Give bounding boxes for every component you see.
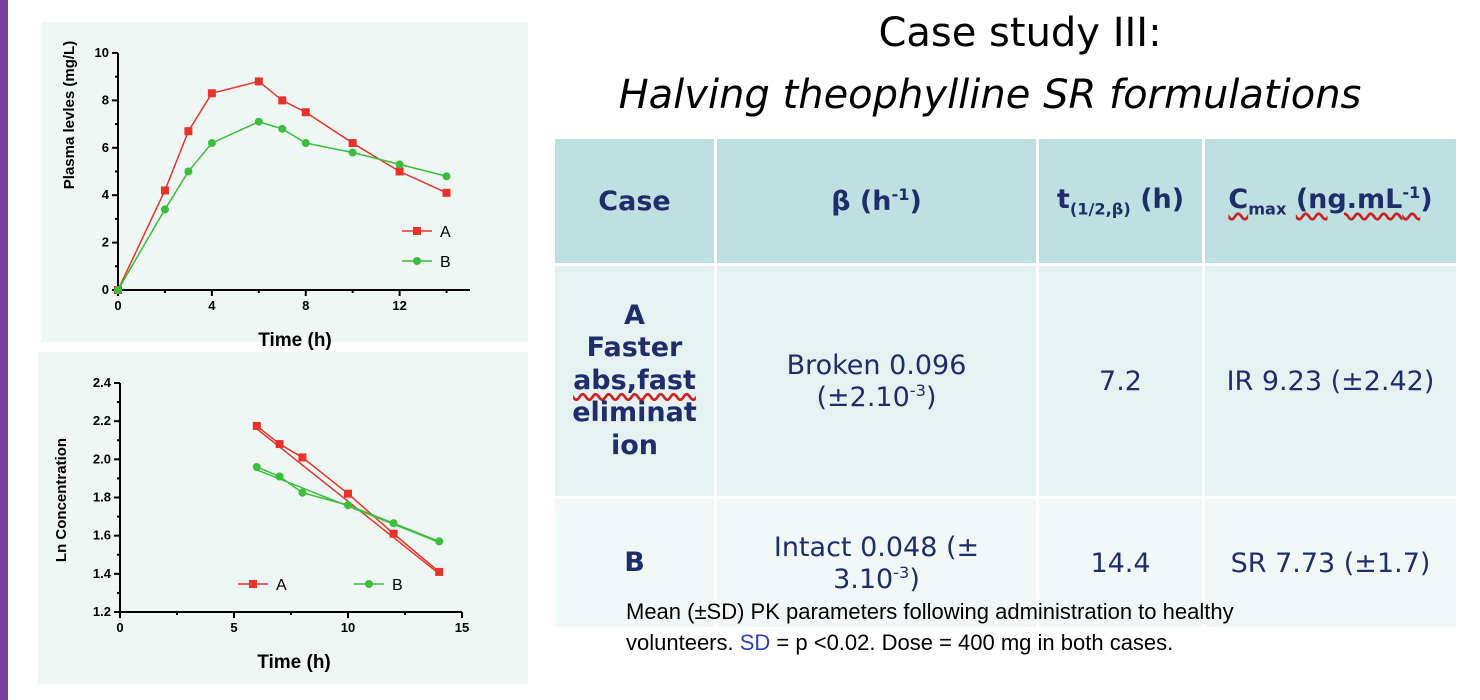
footnote: Mean (±SD) PK parameters following admin… xyxy=(626,599,1234,655)
series-b-point xyxy=(275,472,284,481)
chart2-y-tick-label: 1.2 xyxy=(93,604,111,619)
series-b-point xyxy=(298,488,307,497)
series-a-point xyxy=(301,108,310,117)
table-header-row: Case β (h-1) t(1/2,β) (h) Cmax (ng.mL-1) xyxy=(552,136,1459,266)
chart2-y-tick-label: 1.4 xyxy=(93,566,112,581)
series-b-point xyxy=(389,519,398,528)
chart2-x-tick-label: 5 xyxy=(230,620,237,635)
series-b-line xyxy=(117,120,447,291)
legend-b-label: B xyxy=(392,577,403,594)
chart1-y-tick-label: 10 xyxy=(95,45,109,60)
legend-a-marker xyxy=(413,227,421,235)
chart2-x-tick-label: 10 xyxy=(341,620,355,635)
accent-bar xyxy=(0,0,8,700)
chart2-y-tick-label: 2.4 xyxy=(93,375,112,390)
series-a-point xyxy=(348,139,357,148)
beta-a-cell: Broken 0.096 (±2.10-3) xyxy=(714,263,1039,499)
chart2-xlabel: Time (h) xyxy=(257,652,331,673)
series-a-line xyxy=(256,425,440,573)
series-a-point xyxy=(344,489,352,498)
case-a-cell: A Faster abs,fast eliminat ion xyxy=(552,263,717,499)
chart1-y-tick-label: 4 xyxy=(102,187,110,202)
ln-concentration-chart-panel: Ln Concentration Time (h) 1.2 1.4 1.6 1.8 2.… xyxy=(38,352,528,684)
series-a-point xyxy=(389,529,398,538)
series-b-point xyxy=(278,124,287,133)
header-beta: β (h-1) xyxy=(714,136,1039,266)
series-b-point xyxy=(114,286,122,294)
chart1-x-tick-label: 4 xyxy=(208,298,216,313)
ln-concentration-chart: Ln Concentration Time (h) 1.2 1.4 1.6 1.8 2.… xyxy=(53,375,469,673)
header-cmax: Cmax (ng.mL-1) xyxy=(1202,136,1459,266)
header-half-life: t(1/2,β) (h) xyxy=(1036,136,1205,266)
series-a-point xyxy=(160,186,169,195)
chart1-y-tick-label: 0 xyxy=(102,282,109,297)
chart1-xlabel: Time (h) xyxy=(258,330,332,351)
chart1-x-tick-label: 8 xyxy=(302,298,309,313)
chart2-x-tick-label: 0 xyxy=(116,620,123,635)
legend-a-label: A xyxy=(440,224,451,241)
thalf-a-cell: 7.2 xyxy=(1036,263,1205,499)
series-a-point xyxy=(442,188,451,197)
series-b-point xyxy=(160,205,169,214)
legend-b-marker xyxy=(365,580,373,588)
series-a-point xyxy=(298,453,307,462)
legend-b-label: B xyxy=(440,254,451,271)
series-b-point xyxy=(254,117,263,126)
series-a-point xyxy=(252,421,261,430)
table-row-a: A Faster abs,fast eliminat ion Broken 0.… xyxy=(552,263,1459,499)
chart1-y-tick-label: 2 xyxy=(102,235,109,250)
series-b-point xyxy=(395,160,404,169)
plasma-levels-chart: Plasma levles (mg/L) Time (h) 0 2 4 6 8 10 0 4 8… xyxy=(61,41,470,351)
chart1-ylabel: Plasma levles (mg/L) xyxy=(61,41,78,189)
plasma-levels-chart-panel: Plasma levles (mg/L) Time (h) 0 2 4 6 8 10 0 4 8… xyxy=(42,22,528,351)
chart1-x-tick-label: 12 xyxy=(392,298,406,313)
chart2-y-tick-label: 2.2 xyxy=(93,413,111,428)
series-a-point xyxy=(278,96,287,105)
series-b-point xyxy=(442,172,451,181)
pk-parameters-table: Case β (h-1) t(1/2,β) (h) Cmax (ng.mL-1)… xyxy=(552,136,1459,630)
series-b-point xyxy=(207,139,216,148)
series-b-point xyxy=(435,537,444,546)
chart1-x-tick-label: 0 xyxy=(114,298,121,313)
case-b-cell: B xyxy=(552,496,717,630)
chart1-y-tick-label: 6 xyxy=(102,140,109,155)
series-a-point xyxy=(275,440,284,449)
chart2-ylabel: Ln Concentration xyxy=(53,438,70,562)
chart2-y-tick-label: 1.6 xyxy=(93,528,111,543)
series-b-point xyxy=(348,148,357,157)
table-row-b: B Intact 0.048 (± 3.10-3) 14.4 SR 7.73 (… xyxy=(552,496,1459,630)
series-a-point xyxy=(254,77,263,86)
series-a-line xyxy=(117,80,447,291)
series-a-point xyxy=(207,89,216,98)
cmax-b-cell: SR 7.73 (±1.7) xyxy=(1202,496,1459,630)
cmax-a-cell: IR 9.23 (±2.42) xyxy=(1202,263,1459,499)
thalf-b-cell: 14.4 xyxy=(1036,496,1205,630)
slide-title: Case study III: xyxy=(878,10,1162,56)
chart2-x-tick-label: 15 xyxy=(455,620,469,635)
header-case: Case xyxy=(552,136,717,266)
legend-b-marker xyxy=(413,257,421,265)
chart2-y-tick-label: 2.0 xyxy=(93,451,111,466)
slide-subtitle: Halving theophylline SR formulations xyxy=(618,72,1362,118)
series-b-point xyxy=(344,501,352,510)
beta-b-cell: Intact 0.048 (± 3.10-3) xyxy=(714,496,1039,630)
series-a-point xyxy=(395,167,404,176)
series-b-line xyxy=(256,466,440,543)
legend-a-marker xyxy=(249,580,257,588)
series-b-point xyxy=(301,139,310,148)
series-a-point xyxy=(184,127,193,136)
chart1-y-tick-label: 8 xyxy=(102,92,109,107)
chart2-y-tick-label: 1.8 xyxy=(93,490,111,505)
series-a-point xyxy=(435,567,444,576)
series-b-point xyxy=(184,167,193,176)
series-b-point xyxy=(252,462,261,471)
legend-a-label: A xyxy=(276,577,287,594)
